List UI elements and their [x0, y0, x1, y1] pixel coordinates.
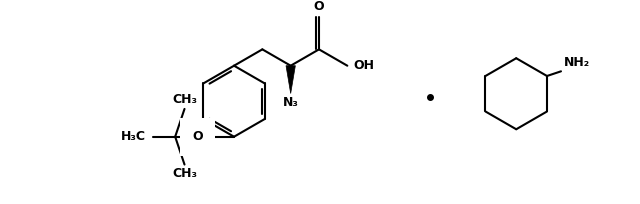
Text: O: O [314, 0, 324, 13]
Polygon shape [286, 66, 295, 93]
Text: O: O [192, 130, 203, 143]
Text: CH₃: CH₃ [172, 167, 197, 180]
Text: N₃: N₃ [283, 96, 299, 109]
Text: OH: OH [353, 59, 374, 72]
Text: NH₂: NH₂ [564, 57, 590, 69]
Text: H₃C: H₃C [121, 130, 146, 143]
Text: CH₃: CH₃ [172, 93, 197, 106]
